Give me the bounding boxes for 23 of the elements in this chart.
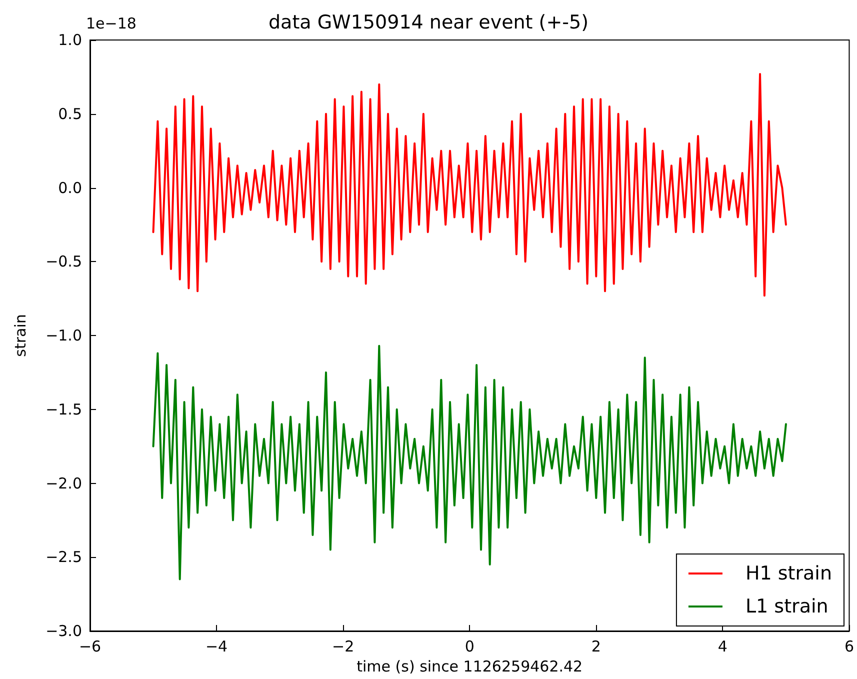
y-tick-label: 0.5 xyxy=(58,104,82,123)
y-tick-label: −0.5 xyxy=(46,252,82,271)
y-tick-label: −1.5 xyxy=(46,400,82,418)
y-tick-label: −2.5 xyxy=(46,548,82,566)
x-tick-label: −4 xyxy=(205,638,228,656)
x-tick-label: −6 xyxy=(78,638,102,656)
line-series xyxy=(152,72,787,297)
legend-label: H1 strain xyxy=(745,562,832,584)
legend-label: L1 strain xyxy=(745,596,828,618)
y-tick-label: −3.0 xyxy=(46,622,82,640)
x-axis-title: time (s) since 1126259462.42 xyxy=(356,658,583,676)
x-tick-label: 2 xyxy=(591,638,601,656)
x-tick-label: −2 xyxy=(332,638,354,656)
y-axis-title: strain xyxy=(12,314,30,357)
y-tick-label: −1.0 xyxy=(46,326,82,344)
x-tick-label: 6 xyxy=(844,638,854,656)
x-tick-label: 4 xyxy=(718,638,728,656)
chart-title: data GW150914 near event (+-5) xyxy=(268,12,588,34)
y-tick-label: −2.0 xyxy=(46,474,82,492)
y-tick-label: 1.0 xyxy=(58,31,82,49)
text: 1e−18 xyxy=(86,14,136,32)
y-tick-label: 0.0 xyxy=(58,178,82,197)
x-tick-label: 0 xyxy=(464,638,474,656)
